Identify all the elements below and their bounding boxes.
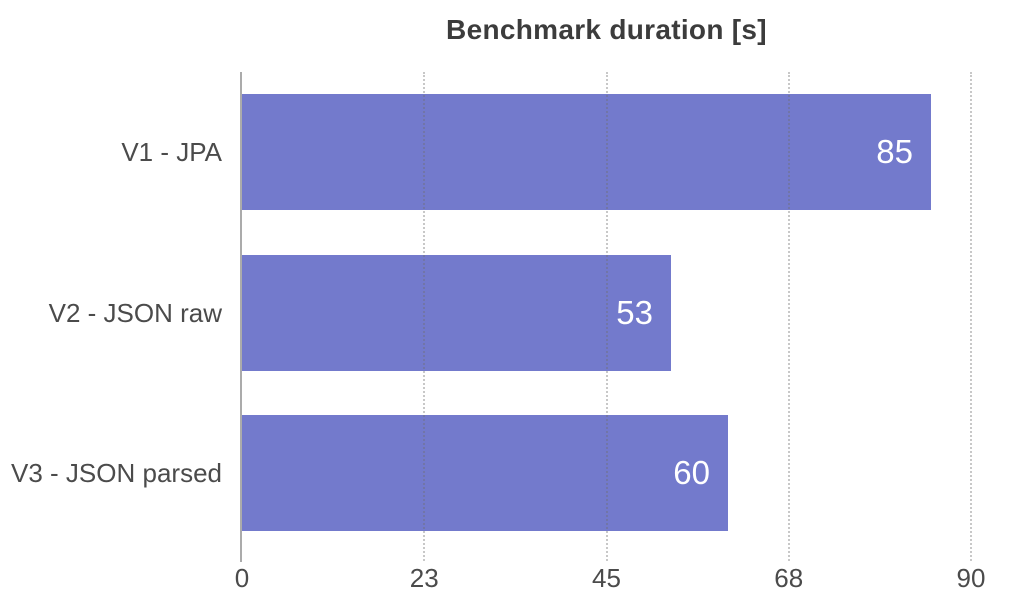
x-tick-label: 45 <box>592 563 621 593</box>
category-label: V3 - JSON parsed <box>11 457 222 488</box>
value-label: 53 <box>616 294 653 331</box>
x-tick-label: 68 <box>774 563 804 593</box>
x-axis-tick-labels: 0 23 45 68 90 <box>235 563 986 603</box>
bar: 53 <box>242 255 671 371</box>
bar: 60 <box>242 415 728 531</box>
gridline <box>423 72 426 561</box>
x-tick-label: 23 <box>409 563 439 593</box>
gridline <box>787 72 790 561</box>
gridline <box>970 72 972 561</box>
x-tick-label: 90 <box>956 563 986 593</box>
plot-area: 85 53 60 <box>240 72 972 562</box>
chart-title: Benchmark duration [s] <box>446 14 767 45</box>
y-axis-category-labels: V1 - JPA V2 - JSON raw V3 - JSON parsed <box>0 72 222 553</box>
category-label: V2 - JSON raw <box>48 297 222 328</box>
y-axis-line <box>240 72 242 562</box>
value-label: 85 <box>876 133 913 170</box>
category-label: V1 - JPA <box>121 136 222 167</box>
bar: 85 <box>242 94 931 210</box>
value-label: 60 <box>673 454 710 491</box>
gridline <box>605 72 608 561</box>
x-tick-label: 0 <box>234 563 250 593</box>
